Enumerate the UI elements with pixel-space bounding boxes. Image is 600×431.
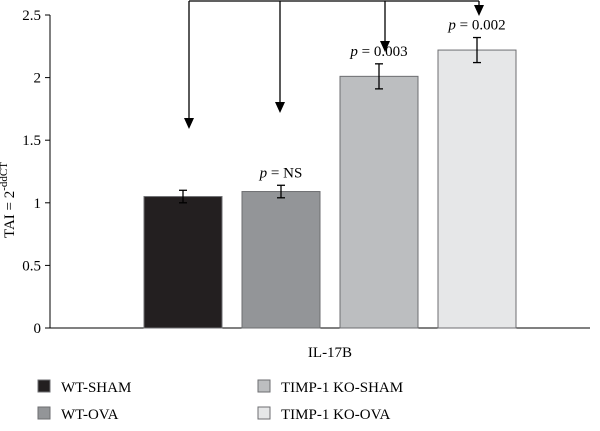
- legend-swatch: [37, 406, 51, 420]
- bar: [437, 49, 517, 329]
- comparison-arrows: [184, 0, 484, 129]
- bars: [143, 36, 517, 329]
- bar: [143, 196, 223, 329]
- y-axis-label: TAI = 2-ddCT: [0, 162, 18, 238]
- p-value-labels: p = NS p = 0.003 p = 0.002: [259, 18, 506, 182]
- bar: [241, 191, 321, 329]
- y-tick-label: 1.5: [22, 133, 41, 149]
- y-axis-label-main: TAI = 2: [2, 191, 18, 238]
- arrowhead-icon: [184, 118, 194, 129]
- legend-label: TIMP-1 KO-SHAM: [281, 380, 403, 396]
- legend-swatch: [257, 406, 271, 420]
- legend-label: WT-SHAM: [61, 380, 131, 396]
- arrowhead-icon: [474, 5, 484, 16]
- y-tick-label: 0: [34, 321, 42, 337]
- y-ticks: 0 0.5 1 1.5 2 2.5: [22, 8, 50, 337]
- y-tick-label: 1: [34, 196, 42, 212]
- legend-swatch: [257, 379, 271, 393]
- arrowhead-icon: [380, 41, 390, 52]
- y-tick-label: 2.5: [22, 8, 41, 24]
- bar: [339, 75, 419, 329]
- arrowhead-icon: [275, 102, 285, 113]
- legend-label: TIMP-1 KO-OVA: [281, 407, 390, 423]
- legend-swatch: [37, 379, 51, 393]
- p-value-label: p = NS: [259, 165, 303, 181]
- legend-label: WT-OVA: [61, 407, 119, 423]
- y-tick-label: 0.5: [22, 258, 41, 274]
- x-category-label: IL-17B: [308, 345, 352, 361]
- y-tick-label: 2: [34, 71, 42, 87]
- y-axis-label-superscript: -ddCT: [0, 162, 10, 191]
- p-value-label: p = 0.003: [349, 44, 407, 60]
- p-value-label: p = 0.002: [447, 18, 505, 34]
- legend: WT-SHAM WT-OVA TIMP-1 KO-SHAM TIMP-1 KO-OVA: [37, 379, 403, 423]
